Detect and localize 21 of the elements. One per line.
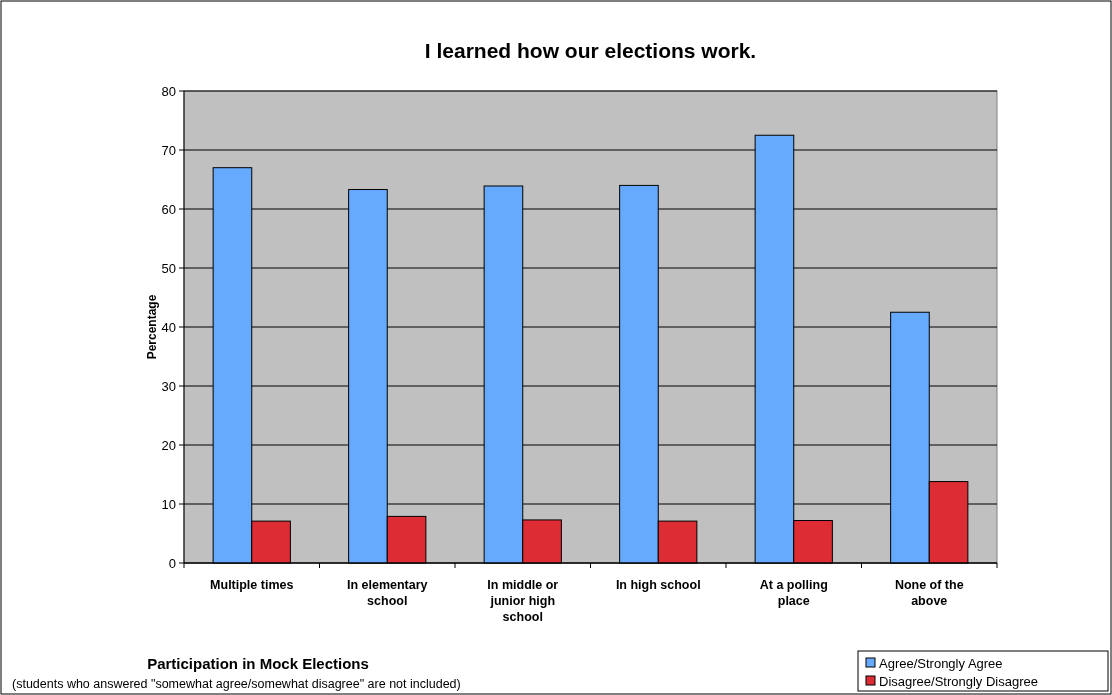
x-tick-label: In high school — [615, 578, 701, 592]
y-tick-label: 10 — [161, 496, 176, 512]
y-axis-title: Percentage — [145, 294, 159, 360]
text: (students who answered "somewhat agree/somewhat disagree" are not included) — [12, 677, 461, 691]
x-axis-title: Participation in Mock Elections — [147, 655, 369, 672]
y-tick-label: 20 — [161, 437, 176, 453]
x-tick-label: None of the above — [894, 578, 964, 608]
legend-label: Agree/Strongly Agree — [879, 655, 1003, 671]
y-tick-label: 30 — [161, 378, 176, 394]
legend-label: Disagree/Strongly Disagree — [879, 673, 1038, 689]
y-tick-label: 50 — [161, 260, 176, 276]
y-tick-label: 0 — [168, 555, 176, 571]
y-tick-label: 80 — [161, 83, 176, 99]
chart-title: I learned how our elections work. — [424, 39, 757, 62]
x-tick-label: Multiple times — [210, 578, 294, 592]
x-tick-label: In elementary school — [346, 578, 428, 608]
y-tick-label: 60 — [161, 201, 176, 217]
y-tick-label: 40 — [161, 319, 176, 335]
y-tick-label: 70 — [161, 142, 176, 158]
x-tick-label: At a polling place — [759, 578, 828, 608]
x-tick-label: In middle or junior high school — [487, 578, 559, 624]
